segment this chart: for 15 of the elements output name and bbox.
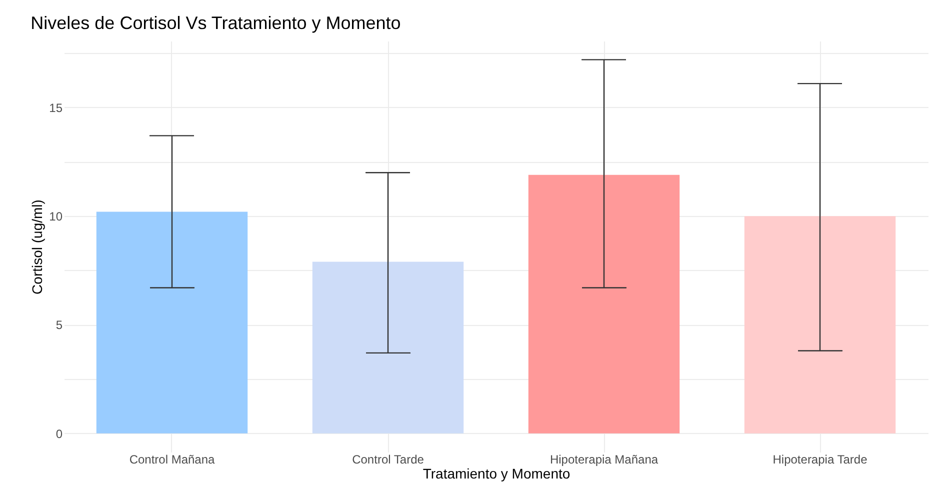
y-tick-label: 0 — [56, 426, 63, 441]
y-tick-label: 15 — [49, 100, 63, 115]
bar — [96, 212, 248, 434]
bar — [744, 216, 896, 434]
bar — [312, 262, 464, 434]
x-tick-label: Control Mañana — [129, 452, 216, 466]
chart-title: Niveles de Cortisol Vs Tratamiento y Momento — [30, 13, 401, 33]
x-tick-label: Hipoterapia Tarde — [772, 452, 868, 466]
x-tick-label: Hipoterapia Mañana — [550, 452, 658, 466]
x-axis-title: Tratamiento y Momento — [422, 466, 570, 482]
y-axis-title: Cortisol (ug/ml) — [29, 200, 46, 294]
bar — [528, 174, 680, 434]
y-tick-label: 10 — [49, 210, 63, 224]
y-tick-label: 5 — [56, 318, 63, 332]
x-tick-label: Control Tarde — [352, 452, 424, 466]
